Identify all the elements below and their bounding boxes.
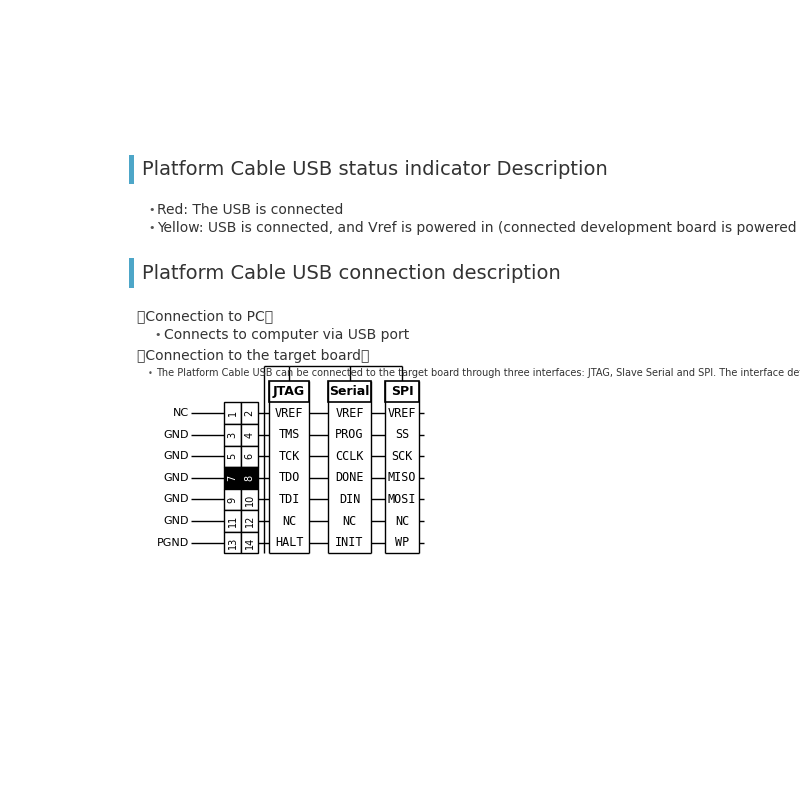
- Text: NC: NC: [173, 408, 189, 418]
- Text: 5: 5: [227, 454, 238, 459]
- Bar: [224, 510, 241, 532]
- Text: 1: 1: [227, 410, 238, 416]
- Text: NC: NC: [282, 514, 296, 527]
- Text: MOSI: MOSI: [388, 493, 417, 506]
- Text: 9: 9: [227, 497, 238, 502]
- Text: GND: GND: [164, 516, 189, 526]
- Text: TDO: TDO: [278, 471, 300, 485]
- Text: Connects to computer via USB port: Connects to computer via USB port: [163, 328, 409, 342]
- Bar: [328, 381, 371, 402]
- Text: NC: NC: [395, 514, 410, 527]
- Bar: [224, 402, 241, 424]
- Text: 2: 2: [245, 410, 254, 416]
- Text: 6: 6: [245, 454, 254, 459]
- Text: WP: WP: [395, 536, 410, 549]
- Text: SS: SS: [395, 428, 410, 442]
- Text: 13: 13: [227, 537, 238, 549]
- Text: 14: 14: [245, 537, 254, 549]
- Bar: [386, 381, 419, 402]
- Text: GND: GND: [164, 494, 189, 505]
- Text: •: •: [154, 330, 161, 340]
- Text: JTAG: JTAG: [273, 385, 305, 398]
- Text: The Platform Cable USB can be connected to the target board through three interf: The Platform Cable USB can be connected …: [156, 368, 800, 378]
- Text: •: •: [148, 205, 154, 215]
- Text: 7: 7: [227, 474, 238, 481]
- Text: INIT: INIT: [335, 536, 364, 549]
- Text: NC: NC: [342, 514, 357, 527]
- Bar: [241, 446, 258, 467]
- Bar: [224, 467, 241, 489]
- Text: TCK: TCK: [278, 450, 300, 463]
- Bar: [241, 532, 258, 554]
- Text: Platform Cable USB connection description: Platform Cable USB connection descriptio…: [142, 264, 561, 282]
- Bar: [224, 489, 241, 510]
- Bar: [241, 489, 258, 510]
- Text: 3: 3: [227, 432, 238, 438]
- Bar: [224, 532, 241, 554]
- Text: Yellow: USB is connected, and Vref is powered in (connected development board is: Yellow: USB is connected, and Vref is po…: [158, 222, 800, 235]
- Text: Serial: Serial: [330, 385, 370, 398]
- Text: •: •: [148, 369, 153, 378]
- Text: DIN: DIN: [339, 493, 360, 506]
- Bar: [241, 402, 258, 424]
- Text: •: •: [148, 223, 154, 234]
- Text: HALT: HALT: [275, 536, 303, 549]
- Text: VREF: VREF: [388, 406, 417, 420]
- Bar: [130, 154, 134, 184]
- Text: 10: 10: [245, 494, 254, 506]
- Text: DONE: DONE: [335, 471, 364, 485]
- Text: SPI: SPI: [391, 385, 414, 398]
- Text: 4: 4: [245, 432, 254, 438]
- Text: GND: GND: [164, 430, 189, 440]
- Text: GND: GND: [164, 451, 189, 462]
- Text: MISO: MISO: [388, 471, 417, 485]
- Bar: [241, 510, 258, 532]
- Text: 11: 11: [227, 515, 238, 527]
- Text: 12: 12: [245, 515, 254, 527]
- Text: TDI: TDI: [278, 493, 300, 506]
- Text: CCLK: CCLK: [335, 450, 364, 463]
- Text: Platform Cable USB status indicator Description: Platform Cable USB status indicator Desc…: [142, 160, 608, 178]
- Text: PROG: PROG: [335, 428, 364, 442]
- Bar: [224, 424, 241, 446]
- Bar: [130, 258, 134, 288]
- Text: VREF: VREF: [335, 406, 364, 420]
- Text: 8: 8: [245, 475, 254, 481]
- Text: Red: The USB is connected: Red: The USB is connected: [158, 203, 344, 217]
- Text: SCK: SCK: [391, 450, 413, 463]
- Text: TMS: TMS: [278, 428, 300, 442]
- Bar: [269, 381, 310, 402]
- Text: VREF: VREF: [275, 406, 303, 420]
- Text: 「Connection to PC」: 「Connection to PC」: [138, 310, 274, 323]
- Text: 「Connection to the target board」: 「Connection to the target board」: [138, 350, 370, 363]
- Bar: [241, 467, 258, 489]
- Text: GND: GND: [164, 473, 189, 483]
- Text: PGND: PGND: [157, 538, 189, 547]
- Bar: [224, 446, 241, 467]
- Bar: [241, 424, 258, 446]
